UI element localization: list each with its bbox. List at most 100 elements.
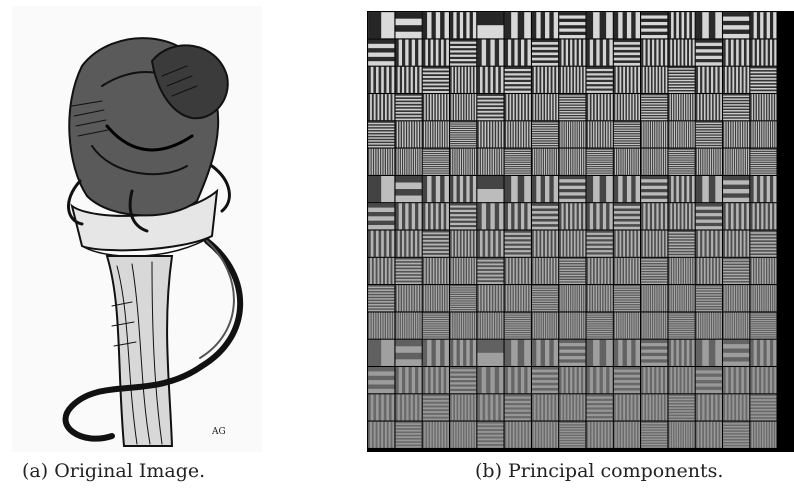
component-patch xyxy=(395,121,422,148)
component-patch xyxy=(368,66,395,93)
component-patch xyxy=(504,121,531,148)
component-patch xyxy=(695,285,722,312)
component-patch xyxy=(668,421,695,448)
component-patch xyxy=(641,176,668,203)
component-patch xyxy=(586,421,613,448)
component-patch xyxy=(395,230,422,257)
component-patch xyxy=(723,121,750,148)
component-patch xyxy=(559,339,586,366)
component-patch xyxy=(613,230,640,257)
component-patch xyxy=(586,121,613,148)
component-patch xyxy=(750,285,777,312)
component-patch xyxy=(586,339,613,366)
component-patch xyxy=(695,394,722,421)
component-patch xyxy=(613,39,640,66)
component-patch xyxy=(586,176,613,203)
component-patch xyxy=(450,39,477,66)
component-patch xyxy=(450,203,477,230)
component-patch xyxy=(641,421,668,448)
component-patch xyxy=(368,367,395,394)
component-patch xyxy=(477,203,504,230)
component-patch xyxy=(504,94,531,121)
component-patch xyxy=(641,257,668,284)
component-patch xyxy=(477,148,504,175)
component-patch xyxy=(723,257,750,284)
component-patch xyxy=(422,339,449,366)
component-patch xyxy=(559,176,586,203)
component-patch xyxy=(586,203,613,230)
component-patch xyxy=(422,257,449,284)
component-patch xyxy=(395,312,422,339)
component-patch xyxy=(504,257,531,284)
component-patch xyxy=(532,394,559,421)
component-patch xyxy=(450,230,477,257)
component-patch xyxy=(559,257,586,284)
component-patch xyxy=(613,312,640,339)
component-patch xyxy=(668,39,695,66)
component-patch xyxy=(450,66,477,93)
component-patch xyxy=(641,367,668,394)
component-patch xyxy=(668,230,695,257)
component-patch xyxy=(750,367,777,394)
component-patch xyxy=(422,148,449,175)
component-patch xyxy=(723,66,750,93)
component-patch xyxy=(422,421,449,448)
component-patch xyxy=(613,421,640,448)
component-patch xyxy=(750,312,777,339)
component-patch xyxy=(695,121,722,148)
component-patch xyxy=(450,312,477,339)
component-patch xyxy=(668,121,695,148)
component-patch xyxy=(559,421,586,448)
component-patch xyxy=(422,66,449,93)
component-patch xyxy=(395,394,422,421)
component-patch xyxy=(668,12,695,39)
component-patch xyxy=(668,285,695,312)
component-patch xyxy=(750,66,777,93)
component-patch xyxy=(504,367,531,394)
component-patch xyxy=(368,176,395,203)
component-patch xyxy=(723,203,750,230)
component-patch xyxy=(750,121,777,148)
component-patch xyxy=(559,367,586,394)
component-patch xyxy=(368,421,395,448)
component-patch xyxy=(695,203,722,230)
component-patch xyxy=(395,66,422,93)
component-patch xyxy=(477,367,504,394)
component-patch xyxy=(395,421,422,448)
component-patch xyxy=(422,12,449,39)
component-patch xyxy=(368,394,395,421)
component-patch xyxy=(668,148,695,175)
component-patch xyxy=(586,285,613,312)
component-patch xyxy=(750,12,777,39)
component-patch xyxy=(586,12,613,39)
component-patch xyxy=(750,230,777,257)
component-patch xyxy=(668,312,695,339)
component-patch xyxy=(641,203,668,230)
component-patch xyxy=(750,39,777,66)
component-patch xyxy=(422,39,449,66)
component-patch xyxy=(750,148,777,175)
component-patch xyxy=(450,121,477,148)
component-patch xyxy=(586,230,613,257)
component-patch xyxy=(477,39,504,66)
component-patch xyxy=(559,203,586,230)
component-patch xyxy=(695,176,722,203)
component-patch xyxy=(750,203,777,230)
component-patch xyxy=(532,121,559,148)
component-patch xyxy=(422,394,449,421)
component-patch xyxy=(477,339,504,366)
component-patch xyxy=(532,312,559,339)
component-patch xyxy=(477,230,504,257)
component-patch xyxy=(559,94,586,121)
component-patch xyxy=(750,421,777,448)
component-patch xyxy=(723,12,750,39)
component-patch xyxy=(750,339,777,366)
component-patch xyxy=(641,285,668,312)
component-patch xyxy=(695,66,722,93)
component-patch xyxy=(668,66,695,93)
component-patch xyxy=(368,121,395,148)
component-patch xyxy=(559,312,586,339)
component-patch xyxy=(450,176,477,203)
component-patch xyxy=(532,94,559,121)
component-patch xyxy=(532,66,559,93)
